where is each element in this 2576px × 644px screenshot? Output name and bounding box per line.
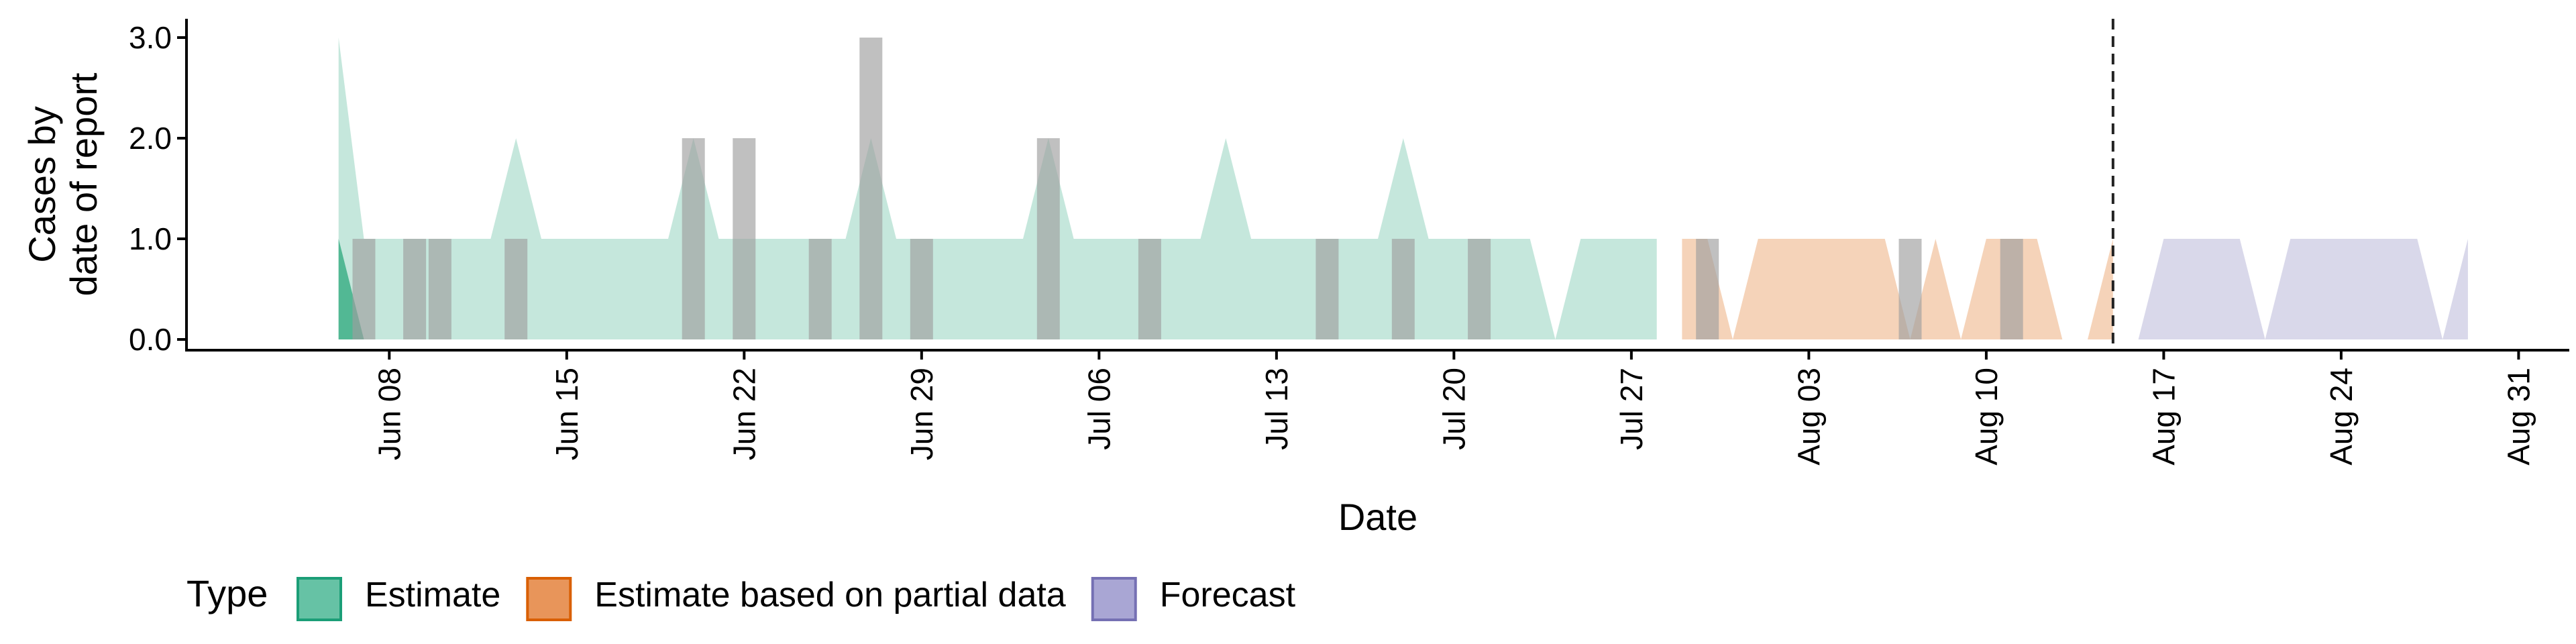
x-tick-label-6: Jul 20	[1436, 368, 1471, 450]
y-axis-title-line-1: date of report	[62, 72, 105, 297]
y-tick-label-2: 2.0	[129, 121, 172, 156]
case-bar-11	[1316, 239, 1339, 339]
x-tick-label-8: Aug 03	[1791, 368, 1826, 466]
case-bar-4	[682, 138, 705, 339]
legend-swatch-1	[526, 577, 572, 621]
case-bar-15	[1898, 239, 1922, 339]
legend-swatch-2	[1091, 577, 1137, 621]
x-tick-label-10: Aug 17	[2146, 368, 2181, 466]
y-axis-title: Cases bydate of report	[21, 72, 105, 297]
x-tick-label-11: Aug 24	[2324, 368, 2359, 466]
x-tick-label-5: Jul 13	[1259, 368, 1294, 450]
case-bar-3	[504, 239, 528, 339]
y-tick-label-0: 0.0	[129, 322, 172, 357]
x-tick-label-4: Jul 06	[1081, 368, 1116, 450]
case-bar-8	[910, 239, 933, 339]
case-bar-0	[352, 239, 376, 339]
case-bar-14	[1696, 239, 1719, 339]
case-bar-5	[733, 138, 756, 339]
band-outer-2	[2138, 239, 2468, 339]
band-outer-1	[1682, 239, 2113, 339]
band-outer-0	[338, 38, 1657, 339]
legend-swatch-0	[297, 577, 342, 621]
x-axis-title: Date	[1338, 496, 1417, 538]
y-tick-label-1: 1.0	[129, 221, 172, 256]
x-tick-label-1: Jun 15	[549, 368, 584, 460]
legend-label-1: Estimate based on partial data	[594, 576, 1066, 614]
case-bar-2	[428, 239, 451, 339]
case-bar-9	[1036, 138, 1060, 339]
case-bar-16	[2000, 239, 2023, 339]
x-tick-label-3: Jun 29	[904, 368, 939, 460]
x-tick-label-7: Jul 27	[1614, 368, 1649, 450]
y-axis-title-line-0: Cases by	[21, 106, 63, 262]
case-bar-13	[1468, 239, 1491, 339]
x-tick-label-9: Aug 10	[1969, 368, 2004, 466]
x-tick-label-2: Jun 22	[727, 368, 761, 460]
legend-label-2: Forecast	[1160, 576, 1296, 614]
case-bar-7	[859, 38, 883, 339]
case-bar-6	[808, 239, 832, 339]
legend-title: Type	[186, 572, 268, 614]
case-bar-10	[1138, 239, 1161, 339]
x-tick-label-12: Aug 31	[2501, 368, 2536, 466]
case-bar-1	[403, 239, 427, 339]
y-tick-label-3: 3.0	[129, 20, 172, 55]
x-tick-label-0: Jun 08	[372, 368, 407, 460]
legend-label-0: Estimate	[365, 576, 500, 614]
case-bar-12	[1391, 239, 1415, 339]
